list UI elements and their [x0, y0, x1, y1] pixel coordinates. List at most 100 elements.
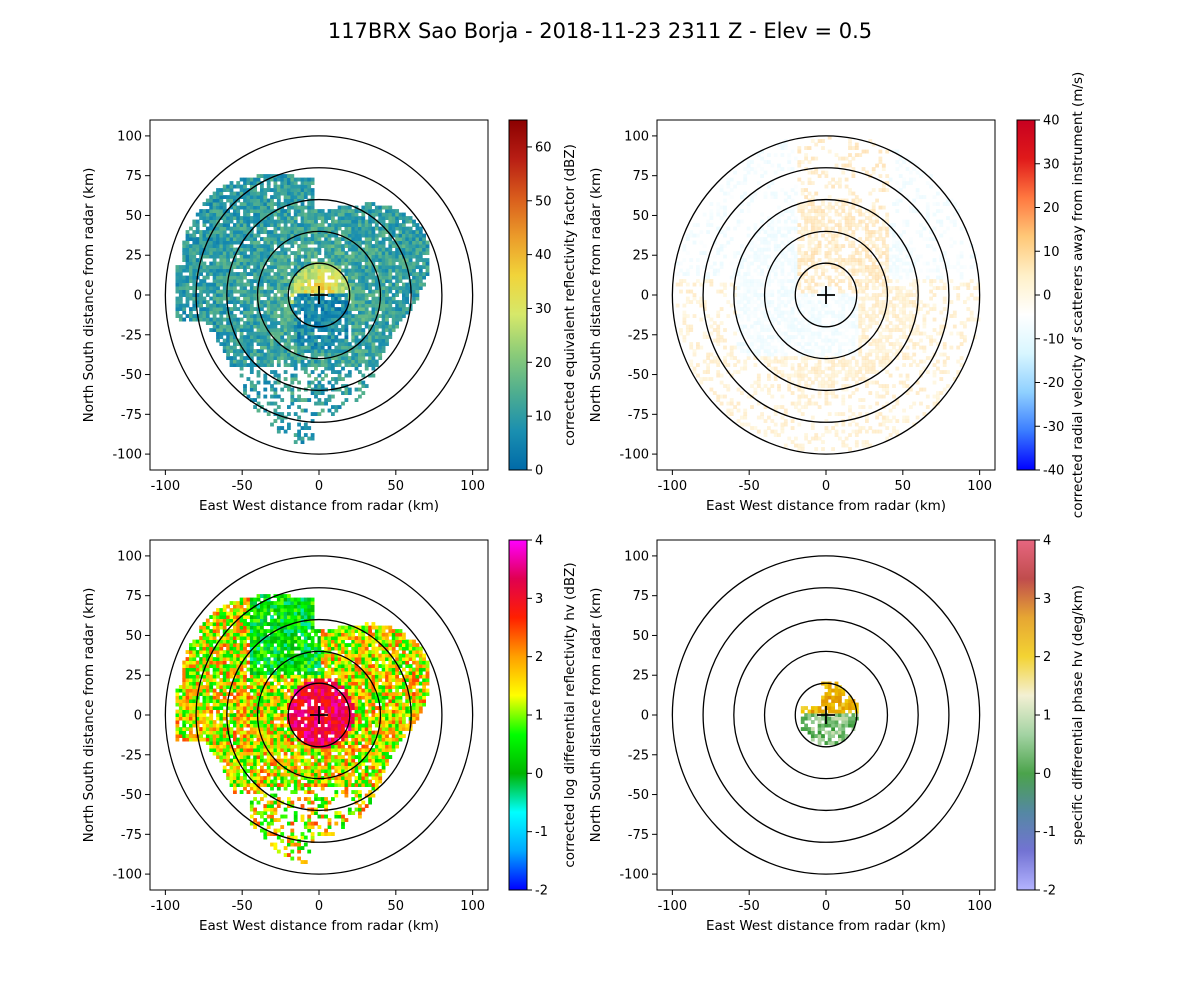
field-cell	[878, 261, 883, 266]
field-cell	[182, 307, 187, 311]
field-cell	[347, 205, 352, 210]
field-cell	[381, 296, 386, 301]
field-cell	[212, 195, 217, 199]
field-cell	[205, 247, 210, 252]
field-cell	[216, 268, 220, 273]
field-cell	[260, 286, 264, 290]
field-cell	[418, 282, 423, 287]
field-cell	[358, 286, 362, 290]
field-cell	[841, 429, 846, 434]
field-cell	[246, 198, 251, 203]
field-cell	[773, 422, 778, 427]
field-cell	[351, 261, 356, 266]
field-cell	[256, 251, 261, 255]
field-cell	[216, 254, 220, 259]
field-cell	[351, 356, 356, 360]
field-cell	[351, 247, 356, 252]
field-cell	[753, 387, 758, 392]
field-cell	[327, 324, 332, 329]
field-cell	[861, 286, 866, 290]
field-cell	[263, 359, 268, 364]
field-cell	[746, 331, 751, 336]
field-cell	[787, 258, 792, 262]
field-cell	[243, 198, 247, 203]
field-cell	[276, 254, 281, 259]
y-tick-label: 75	[125, 169, 142, 184]
field-cell	[270, 282, 274, 287]
field-cell	[307, 247, 312, 252]
field-cell	[361, 356, 366, 360]
field-cell	[314, 342, 318, 346]
field-cell	[787, 373, 792, 378]
field-cell	[287, 384, 291, 388]
field-cell	[736, 359, 741, 364]
field-cell	[202, 286, 207, 290]
field-cell	[827, 282, 832, 287]
field-cell	[249, 272, 254, 276]
field-cell	[898, 373, 903, 378]
field-cell	[260, 359, 264, 364]
field-cell	[706, 254, 710, 259]
field-cell	[327, 317, 332, 322]
field-cell	[243, 261, 247, 266]
field-cell	[966, 282, 971, 287]
field-cell	[358, 275, 362, 280]
field-cell	[202, 279, 207, 283]
field-cell	[865, 366, 869, 371]
field-cell	[881, 363, 886, 367]
field-cell	[374, 345, 379, 350]
field-cell	[848, 314, 852, 318]
field-cell	[716, 289, 721, 294]
field-cell	[861, 366, 866, 371]
field-cell	[405, 272, 410, 276]
field-cell	[388, 209, 393, 213]
field-cell	[946, 265, 950, 269]
field-cell	[310, 300, 315, 304]
field-cell	[354, 349, 359, 353]
field-cell	[824, 342, 829, 346]
field-cell	[831, 338, 835, 343]
field-cell	[371, 226, 376, 231]
field-cell	[371, 349, 376, 353]
field-cell	[871, 349, 876, 353]
field-cell	[253, 296, 257, 301]
field-cell	[936, 342, 940, 346]
field-cell	[192, 303, 197, 308]
field-cell	[740, 314, 744, 318]
field-cell	[760, 279, 764, 283]
field-cell	[777, 279, 781, 283]
field-cell	[763, 293, 768, 297]
field-cell	[919, 307, 923, 311]
field-cell	[249, 202, 254, 206]
field-cell	[229, 184, 234, 189]
field-cell	[770, 303, 775, 308]
field-cell	[797, 265, 802, 269]
field-cell	[351, 265, 356, 269]
field-cell	[290, 338, 295, 343]
field-cell	[767, 314, 771, 318]
field-cell	[209, 240, 214, 245]
field-cell	[875, 415, 879, 420]
field-cell	[858, 370, 863, 374]
field-cell	[256, 205, 261, 210]
field-cell	[817, 328, 822, 332]
field-cell	[388, 268, 393, 273]
field-cell	[297, 380, 301, 385]
field-cell	[871, 275, 876, 280]
field-cell	[280, 258, 285, 262]
field-cell	[858, 265, 863, 269]
field-cell	[712, 321, 717, 325]
field-cell	[783, 363, 788, 367]
field-cell	[178, 317, 183, 322]
field-cell	[956, 268, 961, 273]
field-cell	[381, 237, 386, 241]
field-cell	[750, 405, 754, 409]
field-cell	[689, 359, 694, 364]
field-cell	[327, 261, 332, 266]
field-cell	[743, 293, 748, 297]
field-cell	[402, 261, 406, 266]
field-cell	[239, 272, 244, 276]
field-cell	[756, 331, 761, 336]
field-cell	[263, 356, 268, 360]
field-cell	[182, 279, 187, 283]
